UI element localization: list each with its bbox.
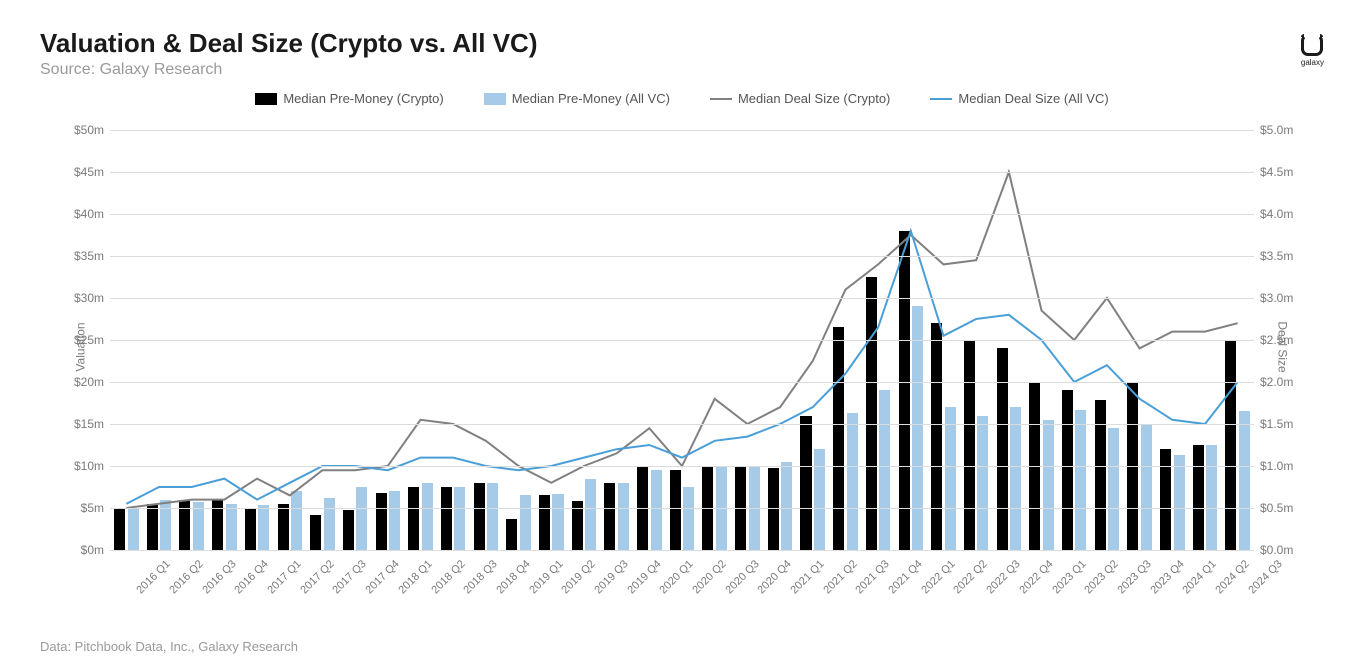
y-left-tick-label: $35m: [74, 249, 110, 263]
x-tick-label: 2020 Q2: [690, 558, 728, 596]
x-tick-label: 2021 Q4: [886, 558, 924, 596]
legend-item: Median Deal Size (Crypto): [710, 91, 890, 106]
galaxy-logo-icon: [1301, 34, 1323, 56]
gridline: [110, 214, 1254, 215]
y-right-tick-label: $1.0m: [1254, 459, 1293, 473]
legend-label: Median Deal Size (All VC): [958, 91, 1108, 106]
legend-label: Median Pre-Money (Crypto): [283, 91, 443, 106]
legend-item: Median Deal Size (All VC): [930, 91, 1108, 106]
galaxy-logo-text: galaxy: [1301, 58, 1324, 67]
x-tick-label: 2019 Q3: [592, 558, 630, 596]
y-left-tick-label: $0m: [81, 543, 110, 557]
legend-swatch-line: [930, 98, 952, 100]
y-left-tick-label: $50m: [74, 123, 110, 137]
y-left-axis-title: Valuation: [74, 322, 88, 371]
x-tick-label: 2023 Q2: [1083, 558, 1121, 596]
x-tick-label: 2024 Q3: [1246, 558, 1284, 596]
gridline: [110, 466, 1254, 467]
x-tick-label: 2022 Q2: [952, 558, 990, 596]
chart-footer: Data: Pitchbook Data, Inc., Galaxy Resea…: [40, 639, 298, 654]
legend-label: Median Deal Size (Crypto): [738, 91, 890, 106]
legend-swatch-line: [710, 98, 732, 100]
gridline: [110, 508, 1254, 509]
gridline: [110, 256, 1254, 257]
y-right-axis-title: Deal Size: [1275, 321, 1289, 372]
galaxy-logo: galaxy: [1301, 34, 1324, 67]
line-allvc: [126, 231, 1237, 504]
gridline: [110, 298, 1254, 299]
y-left-tick-label: $10m: [74, 459, 110, 473]
y-left-tick-label: $5m: [81, 501, 110, 515]
legend-swatch-box: [255, 93, 277, 105]
gridline: [110, 424, 1254, 425]
x-tick-label: 2018 Q3: [462, 558, 500, 596]
plot-area: Valuation Deal Size $0m$5m$10m$15m$20m$2…: [110, 130, 1254, 550]
y-left-tick-label: $40m: [74, 207, 110, 221]
x-tick-label: 2017 Q1: [265, 558, 303, 596]
y-left-tick-label: $25m: [74, 333, 110, 347]
x-tick-label: 2024 Q1: [1181, 558, 1219, 596]
gridline: [110, 172, 1254, 173]
x-tick-label: 2019 Q4: [625, 558, 663, 596]
y-left-tick-label: $20m: [74, 375, 110, 389]
x-tick-label: 2018 Q2: [429, 558, 467, 596]
legend-swatch-box: [484, 93, 506, 105]
chart-subtitle: Source: Galaxy Research: [40, 61, 1324, 79]
x-tick-label: 2023 Q4: [1148, 558, 1186, 596]
x-tick-label: 2016 Q4: [233, 558, 271, 596]
x-tick-label: 2018 Q1: [396, 558, 434, 596]
x-tick-label: 2021 Q3: [854, 558, 892, 596]
legend: Median Pre-Money (Crypto) Median Pre-Mone…: [0, 91, 1364, 106]
x-tick-label: 2024 Q2: [1213, 558, 1251, 596]
x-tick-label: 2022 Q3: [985, 558, 1023, 596]
y-right-tick-label: $3.5m: [1254, 249, 1293, 263]
y-right-tick-label: $2.0m: [1254, 375, 1293, 389]
y-right-tick-label: $0.0m: [1254, 543, 1293, 557]
x-tick-label: 2023 Q1: [1050, 558, 1088, 596]
x-tick-label: 2016 Q2: [167, 558, 205, 596]
x-tick-label: 2018 Q4: [494, 558, 532, 596]
x-tick-label: 2020 Q3: [723, 558, 761, 596]
x-tick-label: 2019 Q2: [560, 558, 598, 596]
x-tick-label: 2017 Q2: [298, 558, 336, 596]
y-right-tick-label: $3.0m: [1254, 291, 1293, 305]
chart-title: Valuation & Deal Size (Crypto vs. All VC…: [40, 28, 1324, 59]
x-tick-label: 2020 Q1: [658, 558, 696, 596]
y-right-tick-label: $5.0m: [1254, 123, 1293, 137]
y-right-tick-label: $2.5m: [1254, 333, 1293, 347]
y-left-tick-label: $30m: [74, 291, 110, 305]
gridline: [110, 340, 1254, 341]
x-tick-label: 2020 Q4: [756, 558, 794, 596]
y-left-tick-label: $45m: [74, 165, 110, 179]
gridline: [110, 550, 1254, 551]
y-right-tick-label: $1.5m: [1254, 417, 1293, 431]
x-tick-label: 2019 Q1: [527, 558, 565, 596]
x-tick-label: 2022 Q1: [919, 558, 957, 596]
x-tick-label: 2016 Q1: [135, 558, 173, 596]
legend-item: Median Pre-Money (All VC): [484, 91, 670, 106]
gridline: [110, 130, 1254, 131]
y-right-tick-label: $4.0m: [1254, 207, 1293, 221]
x-tick-label: 2022 Q4: [1017, 558, 1055, 596]
y-right-tick-label: $4.5m: [1254, 165, 1293, 179]
chart-area: Valuation Deal Size $0m $5m $10m $15m $20m $2…: [40, 120, 1324, 610]
y-left-tick-label: $15m: [74, 417, 110, 431]
gridline: [110, 382, 1254, 383]
x-tick-label: 2017 Q4: [364, 558, 402, 596]
legend-label: Median Pre-Money (All VC): [512, 91, 670, 106]
x-tick-label: 2023 Q3: [1115, 558, 1153, 596]
y-right-tick-label: $0.5m: [1254, 501, 1293, 515]
x-tick-label: 2016 Q3: [200, 558, 238, 596]
x-tick-label: 2017 Q3: [331, 558, 369, 596]
x-tick-label: 2021 Q2: [821, 558, 859, 596]
legend-item: Median Pre-Money (Crypto): [255, 91, 443, 106]
x-tick-label: 2021 Q1: [788, 558, 826, 596]
